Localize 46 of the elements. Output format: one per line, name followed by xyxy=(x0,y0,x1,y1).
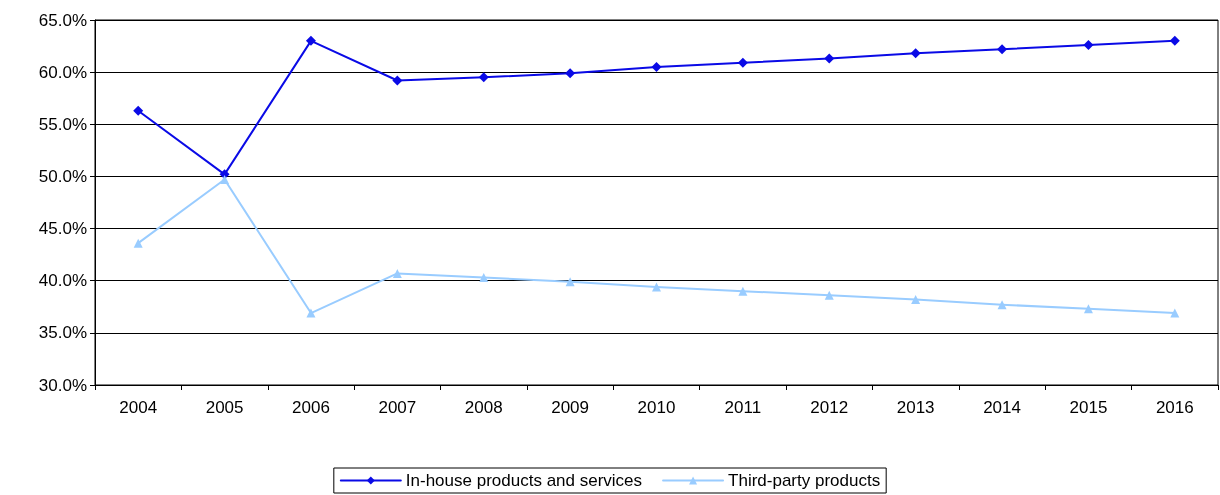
point xyxy=(133,238,143,248)
legend-label: Third-party products xyxy=(728,471,881,490)
y-tick-label: 65.0% xyxy=(38,10,87,30)
x-tick-label: 2013 xyxy=(896,398,935,417)
legend-label: In-house products and services xyxy=(405,471,643,490)
x-tick-label: 2012 xyxy=(810,398,849,417)
y-tick-label: 60.0% xyxy=(38,62,87,82)
point xyxy=(824,53,835,64)
point xyxy=(997,300,1007,310)
point xyxy=(565,68,576,79)
y-tick-label: 45.0% xyxy=(38,219,87,239)
point xyxy=(306,308,316,318)
point xyxy=(220,175,230,185)
y-tick-label: 40.0% xyxy=(38,271,87,291)
point xyxy=(133,105,144,116)
x-tick-label: 2014 xyxy=(983,398,1021,417)
point xyxy=(1083,40,1094,51)
x-tick-label: 2004 xyxy=(119,398,158,417)
x-tick-label: 2006 xyxy=(292,398,330,417)
point xyxy=(1169,35,1180,46)
point xyxy=(738,286,748,296)
x-tick-label: 2011 xyxy=(724,398,762,417)
point xyxy=(652,282,661,292)
point xyxy=(997,44,1008,55)
point xyxy=(911,294,921,304)
x-tick-label: 2015 xyxy=(1069,398,1108,417)
point xyxy=(305,35,316,46)
x-tick-label: 2016 xyxy=(1155,398,1194,417)
point xyxy=(737,57,748,68)
y-tick-label: 35.0% xyxy=(38,323,87,343)
x-tick-label: 2005 xyxy=(205,398,244,417)
point xyxy=(565,277,575,287)
x-tick-label: 2010 xyxy=(637,398,676,417)
point xyxy=(824,290,834,300)
point xyxy=(392,75,403,86)
x-tick-label: 2009 xyxy=(551,398,590,417)
y-tick-label: 30.0% xyxy=(38,375,87,395)
x-tick-label: 2008 xyxy=(464,398,503,417)
x-tick-label: 2007 xyxy=(378,398,417,417)
point xyxy=(910,48,921,59)
y-tick-label: 50.0% xyxy=(38,166,87,186)
point xyxy=(478,72,489,83)
y-tick-label: 55.0% xyxy=(38,114,87,134)
point xyxy=(651,61,662,72)
point xyxy=(1170,308,1180,318)
point xyxy=(392,268,402,278)
